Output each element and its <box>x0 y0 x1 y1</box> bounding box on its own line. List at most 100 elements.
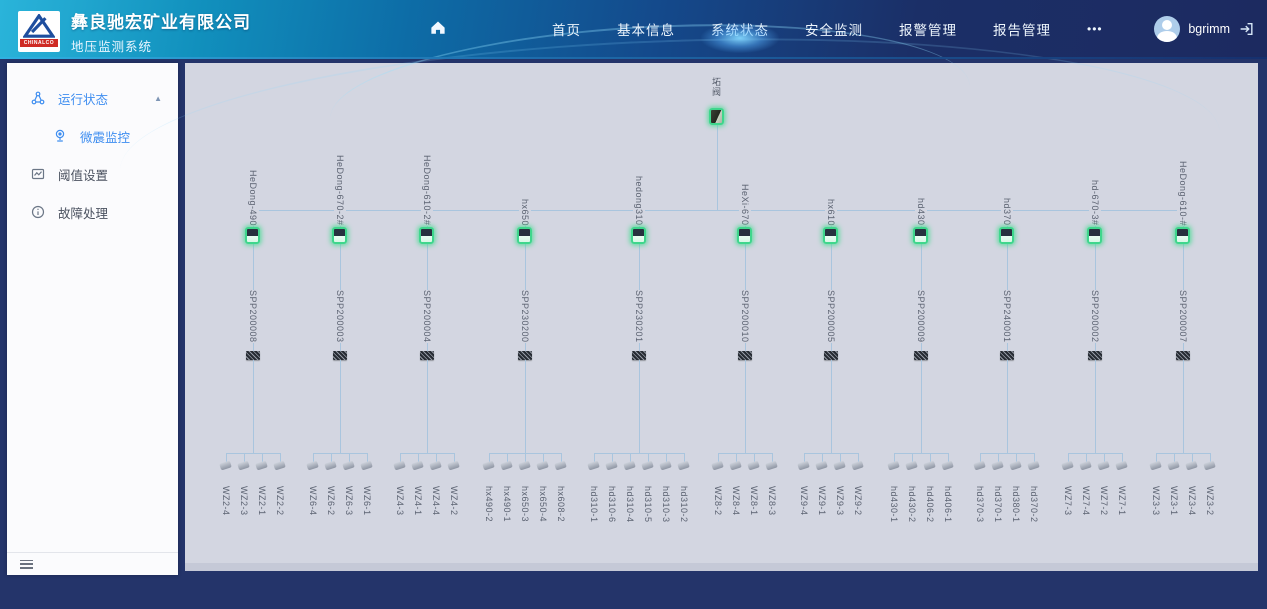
sensor-icon[interactable] <box>851 460 864 471</box>
connector-line <box>684 453 685 464</box>
caret-up-icon[interactable]: ▲ <box>154 93 162 103</box>
connector-line <box>561 453 562 464</box>
sensor-label: hd406-2 <box>924 486 936 523</box>
sensor-icon[interactable] <box>237 460 250 471</box>
sensor-label: WZ4-1 <box>412 486 424 516</box>
sensor-icon[interactable] <box>1009 460 1022 471</box>
sensor-icon[interactable] <box>1079 460 1092 471</box>
sensor-icon[interactable] <box>815 460 828 471</box>
substation-device-icon[interactable] <box>1175 227 1190 244</box>
sensor-icon[interactable] <box>518 460 531 471</box>
sensor-icon[interactable] <box>255 460 268 471</box>
sensor-icon[interactable] <box>536 460 549 471</box>
sensor-icon[interactable] <box>973 460 986 471</box>
sensor-icon[interactable] <box>1115 460 1128 471</box>
sensor-icon[interactable] <box>587 460 600 471</box>
junction-device-icon[interactable] <box>333 351 347 360</box>
connector-line <box>436 453 437 464</box>
station-label: SPP230201 <box>633 290 645 343</box>
sensor-label: hd430-1 <box>888 486 900 523</box>
junction-device-icon[interactable] <box>1176 351 1190 360</box>
connector-line <box>612 453 613 464</box>
sensor-icon[interactable] <box>1203 460 1216 471</box>
logout-icon[interactable] <box>1238 21 1255 37</box>
sensor-label: WZ3-4 <box>1186 486 1198 516</box>
sensor-label: WZ8-2 <box>712 486 724 516</box>
sensor-icon[interactable] <box>1167 460 1180 471</box>
sensor-icon[interactable] <box>765 460 778 471</box>
sensor-icon[interactable] <box>429 460 442 471</box>
junction-device-icon[interactable] <box>1088 351 1102 360</box>
station-label: SPP200004 <box>421 290 433 343</box>
connector-line <box>1104 453 1105 464</box>
connector-line <box>930 453 931 464</box>
sensor-icon[interactable] <box>482 460 495 471</box>
sensor-icon[interactable] <box>324 460 337 471</box>
sensor-icon[interactable] <box>641 460 654 471</box>
sidebar-item-fault-handling[interactable]: 故障处理 <box>7 193 178 231</box>
fan-line <box>1068 453 1122 454</box>
sensor-icon[interactable] <box>500 460 513 471</box>
junction-device-icon[interactable] <box>1000 351 1014 360</box>
collapse-sidebar-icon[interactable] <box>20 559 33 569</box>
sensor-icon[interactable] <box>393 460 406 471</box>
fan-line <box>400 453 454 454</box>
home-icon[interactable] <box>430 20 446 40</box>
sensor-icon[interactable] <box>447 460 460 471</box>
connector-line <box>1034 453 1035 464</box>
sensor-icon[interactable] <box>554 460 567 471</box>
nav-basic-info[interactable]: 基本信息 <box>617 22 675 38</box>
sensor-icon[interactable] <box>411 460 424 471</box>
junction-device-icon[interactable] <box>738 351 752 360</box>
sensor-label: WZ8-1 <box>748 486 760 516</box>
junction-device-icon[interactable] <box>518 351 532 360</box>
nav-home[interactable]: 首页 <box>552 22 581 38</box>
sensor-icon[interactable] <box>887 460 900 471</box>
substation-device-icon[interactable] <box>1087 227 1102 244</box>
junction-device-icon[interactable] <box>824 351 838 360</box>
substation-device-icon[interactable] <box>999 227 1014 244</box>
sensor-icon[interactable] <box>1061 460 1074 471</box>
sensor-icon[interactable] <box>360 460 373 471</box>
fan-line <box>894 453 948 454</box>
sensor-label: WZ9-1 <box>816 486 828 516</box>
nav-system-status[interactable]: 系统状态 <box>711 19 769 39</box>
sidebar-item-threshold-settings[interactable]: 阈值设置 <box>7 155 178 193</box>
sensor-icon[interactable] <box>941 460 954 471</box>
junction-device-icon[interactable] <box>420 351 434 360</box>
sensor-icon[interactable] <box>797 460 810 471</box>
sensor-icon[interactable] <box>605 460 618 471</box>
sensor-icon[interactable] <box>747 460 760 471</box>
nav-alarm-management[interactable]: 报警管理 <box>899 22 957 38</box>
sensor-icon[interactable] <box>219 460 232 471</box>
sensor-icon[interactable] <box>1097 460 1110 471</box>
sensor-icon[interactable] <box>623 460 636 471</box>
junction-device-icon[interactable] <box>914 351 928 360</box>
sensor-icon[interactable] <box>659 460 672 471</box>
sensor-icon[interactable] <box>923 460 936 471</box>
sensor-icon[interactable] <box>677 460 690 471</box>
sensor-icon[interactable] <box>905 460 918 471</box>
sensor-icon[interactable] <box>306 460 319 471</box>
sidebar-item-microseismic-monitoring[interactable]: 微震监控 <box>7 117 178 155</box>
sensor-icon[interactable] <box>342 460 355 471</box>
junction-device-icon[interactable] <box>246 351 260 360</box>
sensor-icon[interactable] <box>729 460 742 471</box>
nav-more[interactable]: ••• <box>1087 21 1103 36</box>
sidebar-item-running-status[interactable]: 运行状态 ▲ <box>7 79 178 117</box>
sensor-icon[interactable] <box>1027 460 1040 471</box>
junction-device-icon[interactable] <box>632 351 646 360</box>
sensor-icon[interactable] <box>991 460 1004 471</box>
sensor-icon[interactable] <box>833 460 846 471</box>
sidebar-footer <box>7 552 178 575</box>
sensor-icon[interactable] <box>711 460 724 471</box>
sensor-icon[interactable] <box>1149 460 1162 471</box>
nav-safety-monitoring[interactable]: 安全监测 <box>805 22 863 38</box>
sensor-icon[interactable] <box>1185 460 1198 471</box>
user-avatar[interactable] <box>1154 15 1181 42</box>
sensor-label: WZ4-2 <box>448 486 460 516</box>
nav-report-management[interactable]: 报告管理 <box>993 22 1051 38</box>
sensor-icon[interactable] <box>273 460 286 471</box>
connector-line <box>226 453 227 464</box>
sensor-label: hd310-4 <box>624 486 636 523</box>
